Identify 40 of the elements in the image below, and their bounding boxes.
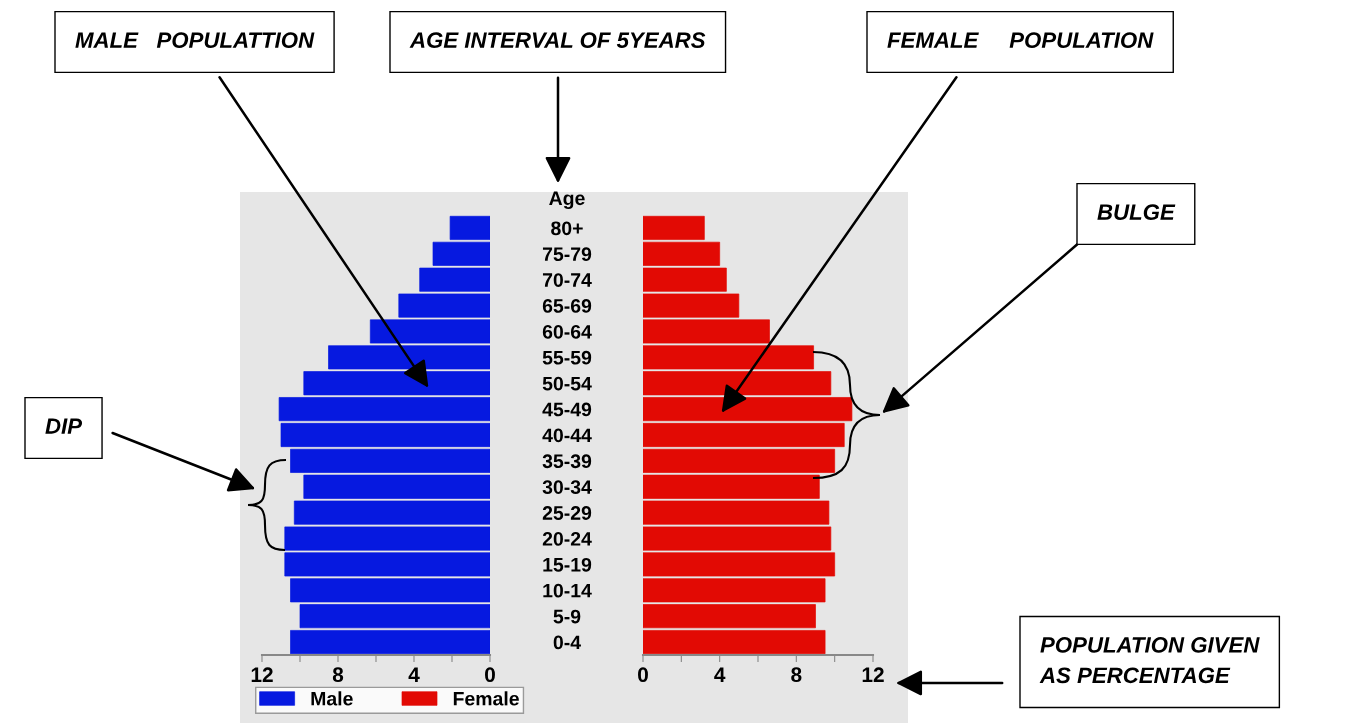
text: AGE INTERVAL OF 5YEARS (409, 32, 706, 48)
y-tick-label: 25-29 (542, 506, 592, 520)
x-tick-label: 12 (251, 667, 273, 682)
bar (643, 215, 705, 240)
bar (643, 630, 826, 655)
y-tick-label: 10-14 (543, 583, 592, 598)
bar (280, 423, 490, 447)
y-tick-label: 65-69 (542, 299, 592, 313)
y-tick-label: 70-74 (542, 273, 592, 287)
y-tick-label: 20-24 (542, 532, 592, 546)
bar (449, 215, 490, 240)
x-tick-label: 8 (332, 667, 344, 683)
x-tick-label: 4 (408, 667, 420, 682)
text: FEMALE POPULATION (887, 32, 1154, 48)
y-tick-label: 55-59 (542, 350, 592, 365)
x-tick-label: 12 (862, 667, 884, 682)
text: POPULATION GIVEN AS PERCENTAGE (1039, 637, 1260, 684)
y-tick-label: 75-79 (542, 247, 592, 262)
text: MALE POPULATTION (75, 32, 315, 48)
y-tick-label: 30-34 (542, 480, 592, 495)
bar (643, 423, 845, 447)
x-tick-label: 8 (791, 667, 802, 683)
y-tick-label: 40-44 (542, 428, 592, 443)
y-tick-label: 0-4 (553, 635, 581, 650)
y-tick-label: 50-54 (542, 376, 592, 391)
x-tick-label: 4 (714, 667, 726, 682)
x-tick-label: 0 (485, 667, 495, 683)
y-tick-label: 80+ (551, 221, 583, 236)
x-tick-label: 0 (638, 667, 648, 683)
y-tick-label: 45-49 (542, 402, 592, 417)
text: DIP (45, 418, 83, 434)
y-tick-label: 15-19 (543, 557, 592, 572)
text: BULGE (1097, 204, 1176, 220)
bar (290, 630, 490, 655)
legend-label: Female (453, 691, 519, 706)
y-tick-label: 5-9 (553, 609, 581, 624)
y-tick-label: 60-64 (542, 324, 592, 339)
legend-label: Male (311, 691, 353, 706)
y-tick-label: 35-39 (542, 454, 592, 469)
y-axis-title: Age (549, 191, 585, 210)
